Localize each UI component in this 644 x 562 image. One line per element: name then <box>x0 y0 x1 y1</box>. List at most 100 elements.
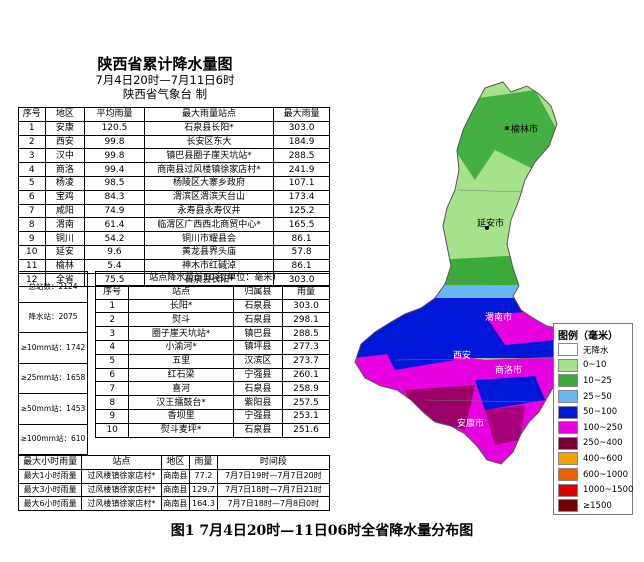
legend-item: 400~600 <box>558 451 632 467</box>
legend-label: 600~1000 <box>583 469 628 480</box>
table-row: ≥10mm站：1742 <box>18 332 88 364</box>
table-cell: 129.7 <box>189 482 218 498</box>
table-cell: 288.5 <box>273 148 330 164</box>
table-cell: 120.5 <box>84 120 145 136</box>
table-row: 2 熨斗 石泉县 298.1 <box>94 312 330 328</box>
table-cell: 商南县 <box>160 468 191 484</box>
table-cell: 9.6 <box>84 244 145 260</box>
table-cell: 喜河 <box>128 381 234 397</box>
table-cell: 8 <box>18 217 46 233</box>
table-cell: 164.3 <box>189 496 218 512</box>
table-cell: 54.2 <box>84 231 145 246</box>
table-cell: 咸阳 <box>44 203 86 219</box>
table-row: 5 杨凌 98.5 杨陵区大寨乡政府 107.1 <box>18 175 330 191</box>
column-header: 最大雨量站点 <box>143 107 275 122</box>
table-cell: 173.4 <box>273 189 330 205</box>
station-stat: ≥50mm站：1453 <box>18 393 88 425</box>
legend-item: 50~100 <box>558 404 632 420</box>
legend-label: 25~50 <box>583 391 612 402</box>
table-row: ≥100mm站：610 <box>18 423 88 455</box>
column-header: 最大小时雨量 <box>17 455 83 470</box>
table-cell: 1 <box>18 120 46 136</box>
table-cell: 273.7 <box>282 353 330 369</box>
legend-swatch <box>558 405 578 419</box>
table-cell: 宝鸡 <box>44 189 86 205</box>
legend-item: 无降水 <box>558 342 632 358</box>
table-cell: 过风楼镇徐家店村* <box>81 468 162 484</box>
table-row: 8 汉王擂鼓台* 紫阳县 257.5 <box>94 395 330 410</box>
table-row: 最大6小时雨量 过风楼镇徐家店村* 商南县 164.3 7月7日18时—7月8日0时 <box>17 496 331 512</box>
table-row: 10 熨斗麦坪* 石泉县 251.6 <box>94 422 330 438</box>
table-cell: 86.1 <box>273 231 330 246</box>
legend-item: 100~250 <box>558 420 632 436</box>
legend-item: 250~400 <box>558 436 632 452</box>
table-cell: 最大6小时雨量 <box>17 496 83 512</box>
table-cell: 紫阳县 <box>232 395 284 410</box>
map-issuer: 陕西省气象台 制 <box>122 87 208 101</box>
table-cell: 铜川市耀县会 <box>143 231 275 246</box>
table-cell: 84.3 <box>84 189 145 205</box>
table-cell: 商南县过风楼镇徐家店村* <box>143 162 275 177</box>
column-header: 站点 <box>81 455 162 470</box>
table-cell: 5 <box>94 353 130 369</box>
table-cell: 熨斗 <box>128 312 234 328</box>
table-header-row: 最大小时雨量 站点 地区 雨量 时间段 <box>17 455 331 470</box>
column-header: 归属县 <box>232 284 284 300</box>
legend-label: 0~10 <box>583 360 607 371</box>
table-cell: 杨陵区大寨乡政府 <box>143 175 275 191</box>
top10-table: 站点降水量前10名(单位：毫米) 序号 站点 归属县 雨量 1 长阳* 石泉县 303.0 2… <box>94 271 330 438</box>
table-row: 总站数：2124 <box>18 271 88 303</box>
table-cell: 277.3 <box>282 339 330 355</box>
legend-swatch <box>558 436 578 450</box>
station-stat: ≥10mm站：1742 <box>18 332 88 364</box>
label-yulin: 榆林市 <box>511 123 538 135</box>
table-cell: 最大1小时雨量 <box>17 468 83 484</box>
table-cell: 汉王擂鼓台* <box>128 395 234 410</box>
label-xian: 西安 <box>453 349 471 361</box>
legend-label: 100~250 <box>583 422 623 433</box>
table-row: 5 五里 汉滨区 273.7 <box>94 353 330 369</box>
column-header: 平均雨量 <box>84 107 145 122</box>
table-cell: 圈子崖天坑站* <box>128 326 234 341</box>
table-cell: 4 <box>94 339 130 355</box>
column-header: 站点 <box>128 284 234 300</box>
table-cell: 渭滨区渭滨天台山 <box>143 189 275 205</box>
legend-swatch <box>558 468 578 482</box>
table-cell: 303.0 <box>282 298 330 314</box>
table-row: 7 喜河 石泉县 258.9 <box>94 381 330 397</box>
legend-label: 10~25 <box>583 375 612 386</box>
table-row: ≥25mm站：1658 <box>18 362 88 394</box>
table-cell: 杨凌 <box>44 175 86 191</box>
table-cell: 99.4 <box>84 162 145 177</box>
map-legend: 图例（毫米） 无降水 0~10 10~25 25~50 50~100 100~250 250… <box>553 323 633 515</box>
table-row: 6 红石梁 宁强县 260.1 <box>94 367 330 383</box>
legend-label: 50~100 <box>583 407 618 418</box>
table-cell: 铜川 <box>44 231 86 246</box>
table-header-row: 序号 站点 归属县 雨量 <box>94 284 330 300</box>
column-header: 序号 <box>18 107 46 122</box>
table-row: 10 延安 9.6 黄龙县界头庙 57.8 <box>18 244 330 260</box>
table-row: 7 咸阳 74.9 永寿县永寿仪井 125.2 <box>18 203 330 219</box>
table-cell: 红石梁 <box>128 367 234 383</box>
table-cell: 7月7日19时—7月7日20时 <box>216 468 331 484</box>
table-cell: 镇巴县圈子崖天坑站* <box>143 148 275 164</box>
table-cell: 99.8 <box>84 148 145 164</box>
table-cell: 商南县 <box>160 496 191 512</box>
table-row: 9 铜川 54.2 铜川市耀县会 86.1 <box>18 231 330 246</box>
table-row: 最大1小时雨量 过风楼镇徐家店村* 商南县 77.2 7月7日19时—7月7日20时 <box>17 468 331 484</box>
table-cell: 3 <box>94 326 130 341</box>
legend-label: 400~600 <box>583 453 623 464</box>
table-cell: 7月7日18时—7月8日0时 <box>216 496 331 512</box>
table-cell: 3 <box>18 148 46 164</box>
table-cell: 石泉县 <box>232 381 284 397</box>
table-cell: 8 <box>94 395 130 410</box>
table-row: ≥50mm站：1453 <box>18 393 88 425</box>
table-cell: 商洛 <box>44 162 86 177</box>
column-header: 雨量 <box>189 455 218 470</box>
table-cell: 长阳* <box>128 298 234 314</box>
label-weinan: 渭南市 <box>485 311 512 323</box>
legend-swatch <box>558 343 578 357</box>
table-cell: 小渝河* <box>128 339 234 355</box>
table-cell: 渭南 <box>44 217 86 233</box>
legend-swatch <box>558 483 578 497</box>
